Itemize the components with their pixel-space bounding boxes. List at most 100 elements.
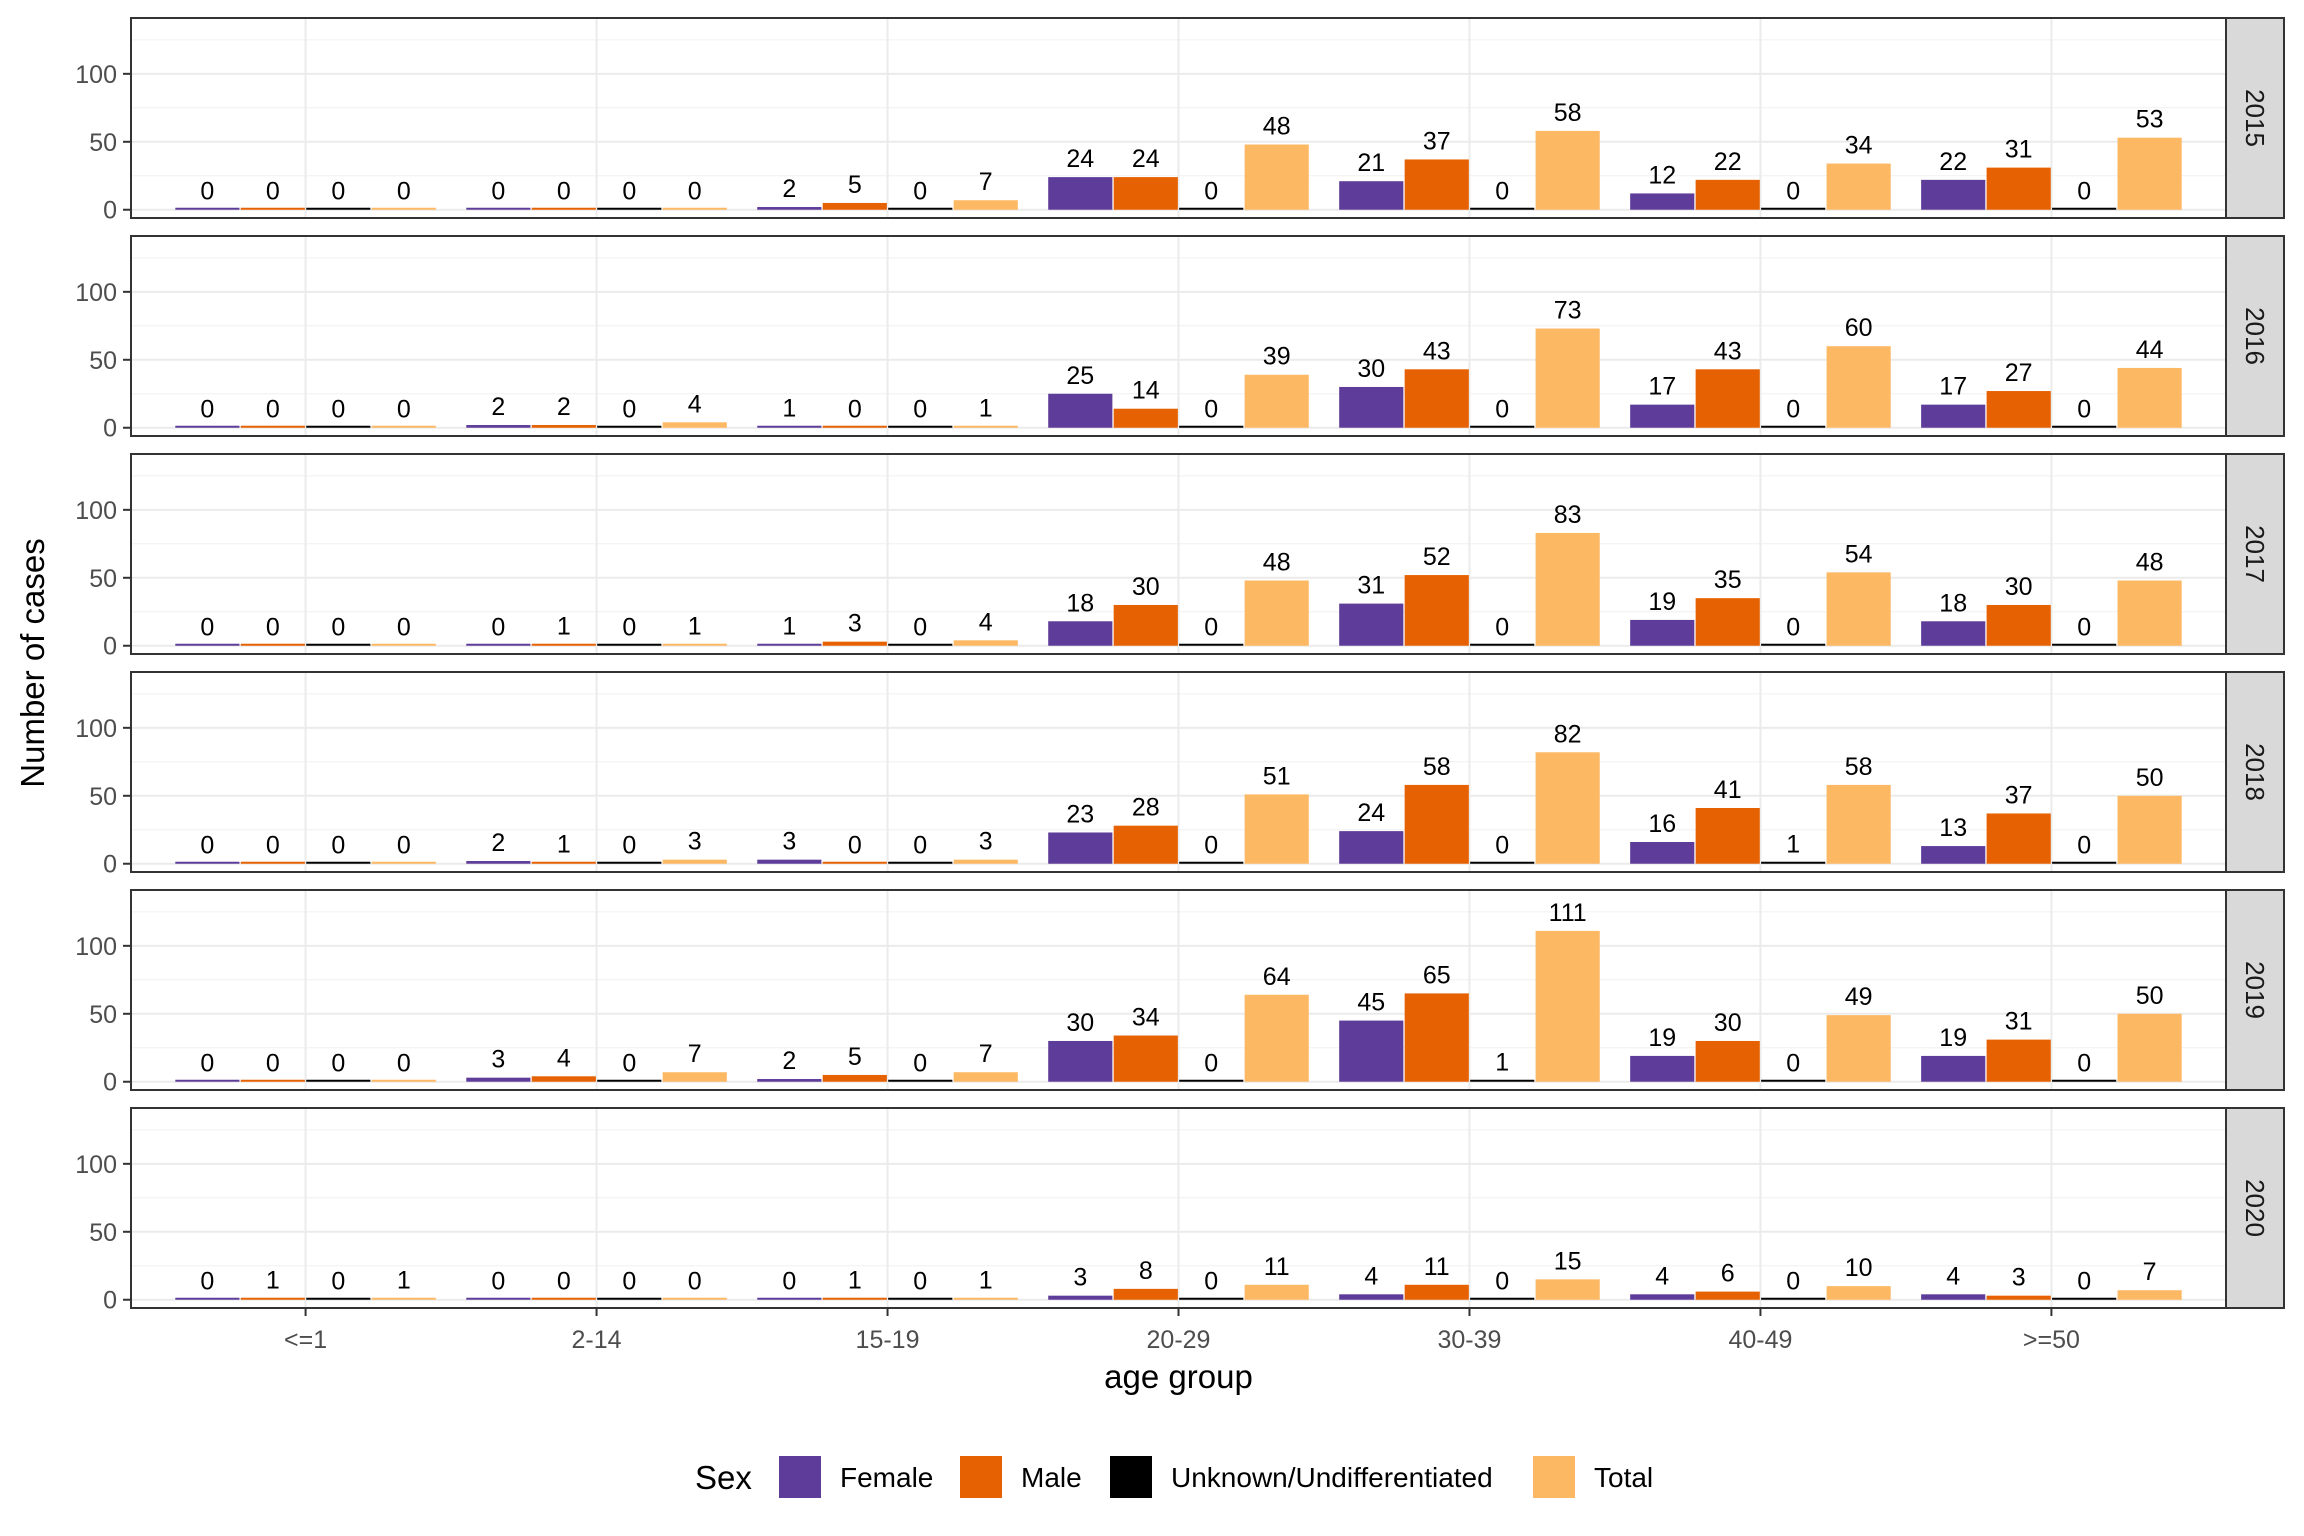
data-label: 30 xyxy=(1066,1009,1094,1037)
data-label: 1 xyxy=(557,612,571,640)
bar-unknown-2016-6 xyxy=(2052,425,2117,428)
bar-total-2015-1 xyxy=(662,207,727,210)
bar-female-2019-3 xyxy=(1048,1040,1113,1082)
bar-male-2020-5 xyxy=(1695,1291,1760,1300)
bar-male-2015-0 xyxy=(240,207,305,210)
data-label: 50 xyxy=(2136,764,2164,792)
legend-key-unknown xyxy=(1110,1456,1152,1498)
bar-total-2015-4 xyxy=(1535,130,1600,210)
bar-total-2015-6 xyxy=(2117,137,2182,210)
bar-total-2017-2 xyxy=(953,640,1018,646)
data-label: 50 xyxy=(2136,982,2164,1010)
data-label: 10 xyxy=(1845,1254,1873,1282)
y-tick-label: 0 xyxy=(103,415,117,443)
data-label: 18 xyxy=(1066,589,1094,617)
data-label: 111 xyxy=(1549,899,1587,927)
data-label: 5 xyxy=(848,1043,862,1071)
data-label: 0 xyxy=(622,178,636,206)
bar-female-2015-1 xyxy=(466,207,531,210)
y-tick-label: 100 xyxy=(75,497,117,525)
legend: Sex Female Male Unknown/Undifferentiated Tot… xyxy=(695,1456,1653,1498)
data-label: 37 xyxy=(1423,127,1451,155)
bar-unknown-2016-2 xyxy=(888,425,953,428)
data-label: 3 xyxy=(2012,1264,2026,1292)
data-label: 18 xyxy=(1939,589,1967,617)
data-label: 7 xyxy=(979,168,993,196)
y-tick-label: 0 xyxy=(103,1287,117,1315)
bar-total-2020-3 xyxy=(1244,1284,1309,1300)
data-label: 35 xyxy=(1714,566,1742,594)
bar-unknown-2018-4 xyxy=(1470,861,1535,864)
data-label: 0 xyxy=(397,614,411,642)
bar-male-2018-6 xyxy=(1986,813,2051,864)
bar-unknown-2020-6 xyxy=(2052,1297,2117,1300)
bar-total-2018-3 xyxy=(1244,794,1309,864)
bar-male-2019-5 xyxy=(1695,1040,1760,1082)
bar-unknown-2019-3 xyxy=(1179,1079,1244,1082)
data-label: 2 xyxy=(491,393,505,421)
bar-total-2020-0 xyxy=(371,1297,436,1300)
bar-unknown-2015-3 xyxy=(1179,207,1244,210)
data-label: 0 xyxy=(622,614,636,642)
data-label: 1 xyxy=(688,612,702,640)
data-label: 0 xyxy=(1204,614,1218,642)
data-label: 0 xyxy=(1495,614,1509,642)
data-label: 0 xyxy=(1786,396,1800,424)
legend-label: Total xyxy=(1594,1462,1653,1493)
bar-total-2017-3 xyxy=(1244,580,1309,646)
data-label: 1 xyxy=(782,612,796,640)
data-label: 12 xyxy=(1648,161,1676,189)
data-label: 8 xyxy=(1139,1257,1153,1285)
data-label: 58 xyxy=(1845,753,1873,781)
data-label: 0 xyxy=(491,1268,505,1296)
data-label: 0 xyxy=(200,614,214,642)
bar-male-2019-1 xyxy=(531,1076,596,1082)
data-label: 0 xyxy=(2077,396,2091,424)
data-label: 4 xyxy=(979,608,993,636)
bar-female-2019-2 xyxy=(757,1079,822,1082)
facet-strip xyxy=(2225,889,2285,1091)
bar-female-2017-6 xyxy=(1921,621,1986,646)
bar-total-2019-6 xyxy=(2117,1013,2182,1082)
bar-male-2019-4 xyxy=(1404,993,1469,1082)
data-label: 43 xyxy=(1714,337,1742,365)
bar-unknown-2020-2 xyxy=(888,1297,953,1300)
y-tick-label: 100 xyxy=(75,1151,117,1179)
data-label: 0 xyxy=(397,1050,411,1078)
bar-unknown-2019-6 xyxy=(2052,1079,2117,1082)
bar-unknown-2018-2 xyxy=(888,861,953,864)
bar-unknown-2016-3 xyxy=(1179,425,1244,428)
bar-total-2015-3 xyxy=(1244,144,1309,210)
bar-male-2017-5 xyxy=(1695,598,1760,646)
bar-female-2015-0 xyxy=(175,207,240,210)
y-tick-label: 0 xyxy=(103,633,117,661)
bar-unknown-2017-4 xyxy=(1470,643,1535,646)
bar-total-2018-1 xyxy=(662,859,727,864)
data-label: 0 xyxy=(200,1268,214,1296)
facet-strip xyxy=(2225,453,2285,655)
data-label: 0 xyxy=(200,1050,214,1078)
bar-total-2020-5 xyxy=(1826,1286,1891,1300)
panel-2017: 0 0 1 18 31 19 18 0 1 3 30 52 35 30 0 0 0 0 0 0 0 0 1 4 48 83 54 48… xyxy=(75,453,2285,661)
data-label: 37 xyxy=(2005,781,2033,809)
bar-unknown-2016-1 xyxy=(597,425,662,428)
data-label: 1 xyxy=(557,830,571,858)
facet-strip-label: 2020 xyxy=(2240,1179,2270,1237)
data-label: 3 xyxy=(979,828,993,856)
data-label: 0 xyxy=(688,178,702,206)
data-label: 31 xyxy=(2005,136,2033,164)
bar-unknown-2015-5 xyxy=(1761,207,1826,210)
bar-total-2020-1 xyxy=(662,1297,727,1300)
bar-female-2016-4 xyxy=(1339,386,1404,428)
data-label: 31 xyxy=(1357,572,1385,600)
bar-unknown-2020-4 xyxy=(1470,1297,1535,1300)
data-label: 11 xyxy=(1424,1253,1450,1281)
data-label: 28 xyxy=(1132,794,1160,822)
bar-female-2019-6 xyxy=(1921,1055,1986,1082)
data-label: 4 xyxy=(688,390,702,418)
data-label: 7 xyxy=(688,1040,702,1068)
facet-strip xyxy=(2225,671,2285,873)
y-tick-label: 50 xyxy=(89,565,117,593)
bar-total-2017-5 xyxy=(1826,572,1891,646)
